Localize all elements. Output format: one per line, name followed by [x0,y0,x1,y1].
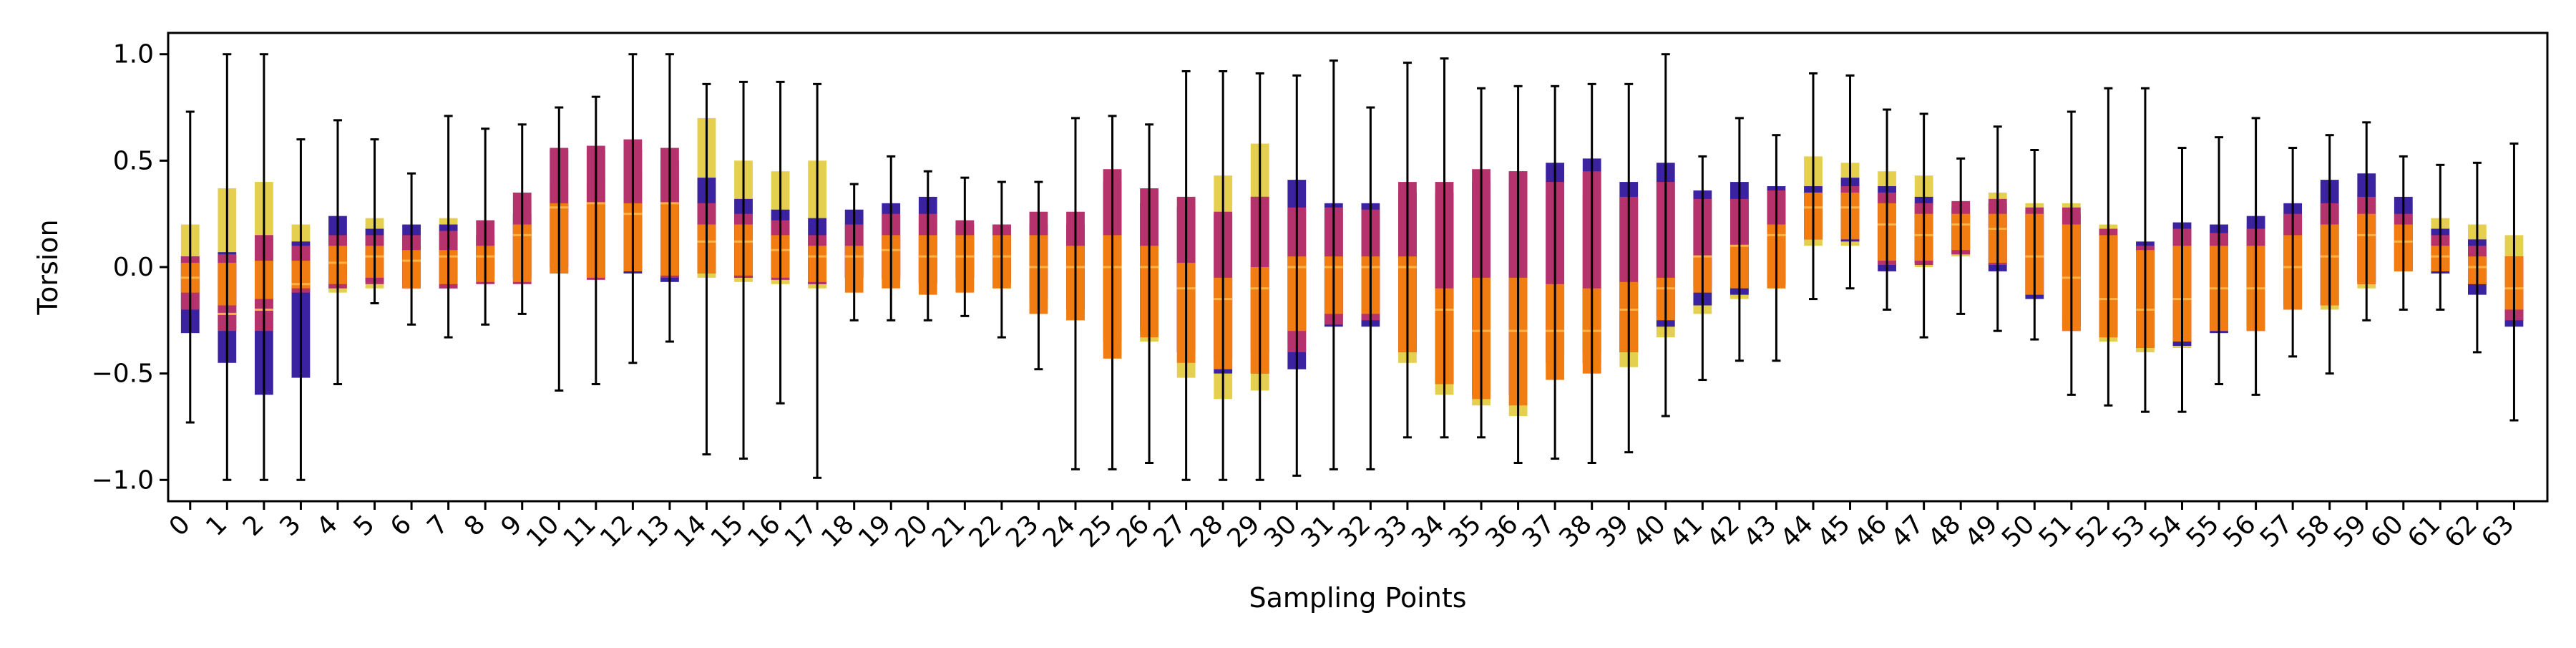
y-tick-label: 0.5 [113,146,154,175]
x-tick-label: 4 [311,510,343,542]
plot-area [180,53,2524,481]
x-tick-label: 5 [348,510,380,542]
x-tick-label: 0 [164,510,196,542]
x-tick-label: 6 [385,510,417,542]
x-tick-label: 1 [200,510,233,542]
y-tick-label: −1.0 [92,465,154,495]
x-tick-label: 7 [422,510,454,542]
x-tick-label: 9 [496,510,528,542]
x-axis-label: Sampling Points [1249,582,1466,614]
x-tick-label: 8 [459,510,491,542]
x-tick-label: 3 [274,510,306,542]
y-tick-label: 0.0 [113,253,154,282]
y-axis-label: Torsion [32,219,64,315]
y-tick-label: −0.5 [92,359,154,389]
x-tick-label: 2 [238,510,270,542]
y-tick-label: 1.0 [113,40,154,69]
x-tick-label: 63 [2476,510,2519,553]
